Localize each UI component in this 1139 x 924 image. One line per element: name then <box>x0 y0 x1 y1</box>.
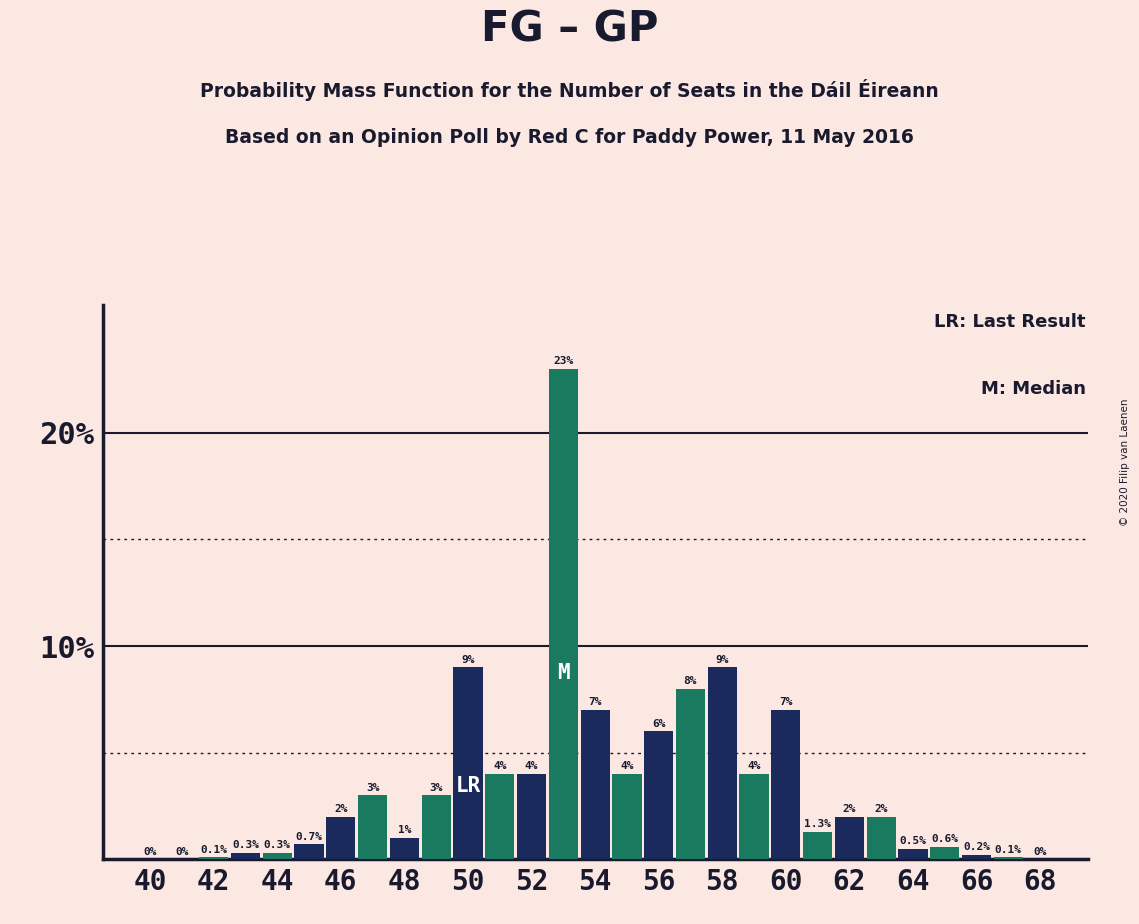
Bar <box>231 853 260 859</box>
Text: © 2020 Filip van Laenen: © 2020 Filip van Laenen <box>1121 398 1130 526</box>
Bar <box>962 855 991 859</box>
Text: 4%: 4% <box>747 761 761 772</box>
Bar <box>358 796 387 859</box>
Bar <box>263 853 292 859</box>
Text: 1.3%: 1.3% <box>804 819 831 829</box>
Bar <box>739 774 769 859</box>
Bar <box>295 845 323 859</box>
Text: 0.1%: 0.1% <box>994 845 1022 855</box>
Bar <box>421 796 451 859</box>
Text: 9%: 9% <box>461 655 475 665</box>
Text: 0.3%: 0.3% <box>264 840 290 850</box>
Text: 4%: 4% <box>493 761 507 772</box>
Bar <box>613 774 641 859</box>
Bar <box>549 369 577 859</box>
Text: M: Median: M: Median <box>981 380 1085 397</box>
Bar <box>581 710 609 859</box>
Bar <box>835 817 865 859</box>
Text: 0%: 0% <box>1033 846 1047 857</box>
Bar <box>485 774 515 859</box>
Bar <box>771 710 801 859</box>
Text: 4%: 4% <box>620 761 633 772</box>
Text: 2%: 2% <box>334 804 347 814</box>
Bar <box>675 688 705 859</box>
Text: 0.1%: 0.1% <box>200 845 228 855</box>
Bar <box>326 817 355 859</box>
Bar <box>803 832 833 859</box>
Text: 2%: 2% <box>843 804 857 814</box>
Bar <box>390 838 419 859</box>
Bar <box>899 848 927 859</box>
Text: 2%: 2% <box>875 804 888 814</box>
Text: 0%: 0% <box>144 846 157 857</box>
Text: 0%: 0% <box>175 846 189 857</box>
Text: 4%: 4% <box>525 761 539 772</box>
Text: 1%: 1% <box>398 825 411 835</box>
Text: FG – GP: FG – GP <box>481 8 658 51</box>
Text: 3%: 3% <box>366 783 379 793</box>
Bar <box>517 774 547 859</box>
Bar <box>707 667 737 859</box>
Text: M: M <box>557 663 570 683</box>
Bar <box>453 667 483 859</box>
Text: 7%: 7% <box>779 698 793 708</box>
Text: 0.3%: 0.3% <box>232 840 259 850</box>
Text: 6%: 6% <box>652 719 665 729</box>
Bar <box>644 732 673 859</box>
Text: LR: LR <box>456 776 481 796</box>
Text: 23%: 23% <box>554 357 573 366</box>
Text: 9%: 9% <box>715 655 729 665</box>
Text: LR: Last Result: LR: Last Result <box>934 313 1085 331</box>
Bar <box>199 857 228 859</box>
Text: 0.2%: 0.2% <box>962 843 990 853</box>
Text: 3%: 3% <box>429 783 443 793</box>
Text: 0.7%: 0.7% <box>296 832 322 842</box>
Bar <box>993 857 1023 859</box>
Text: 7%: 7% <box>589 698 601 708</box>
Text: Probability Mass Function for the Number of Seats in the Dáil Éireann: Probability Mass Function for the Number… <box>200 79 939 101</box>
Text: 8%: 8% <box>683 676 697 687</box>
Bar <box>931 846 959 859</box>
Text: 0.6%: 0.6% <box>932 834 958 844</box>
Text: 0.5%: 0.5% <box>900 836 926 846</box>
Bar <box>867 817 895 859</box>
Text: Based on an Opinion Poll by Red C for Paddy Power, 11 May 2016: Based on an Opinion Poll by Red C for Pa… <box>226 128 913 147</box>
